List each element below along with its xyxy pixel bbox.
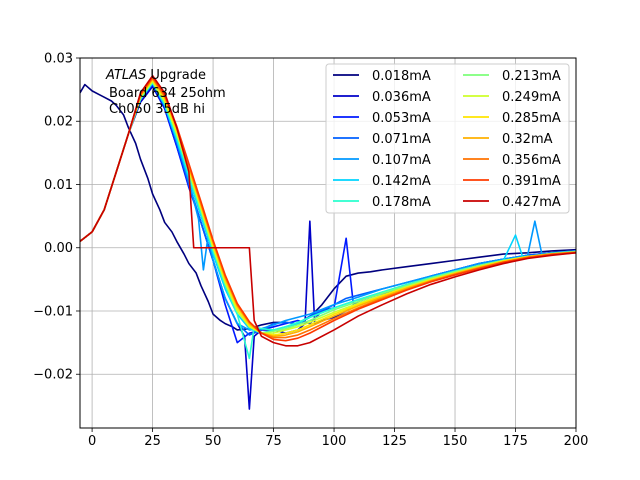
x-tick-label: 75 — [265, 434, 282, 449]
y-tick-label: −0.01 — [33, 304, 73, 319]
legend-label: 0.036mA — [372, 90, 431, 105]
legend-label: 0.018mA — [372, 69, 431, 84]
legend-label: 0.107mA — [372, 153, 431, 168]
x-tick-label: 200 — [564, 434, 589, 449]
axes-frame — [79, 57, 577, 429]
legend-box — [325, 63, 570, 214]
y-tick-label: 0.00 — [44, 241, 73, 256]
series-line-0-018mA — [80, 83, 576, 331]
x-tick-label: 0 — [88, 434, 96, 449]
annotation-atlas: ATLAS — [105, 68, 146, 83]
legend-label: 0.053mA — [372, 111, 431, 126]
legend-label: 0.071mA — [372, 132, 431, 147]
legend-label: 0.213mA — [502, 69, 561, 84]
x-tick-label: 25 — [144, 434, 161, 449]
x-tick-label: 125 — [382, 434, 407, 449]
y-tick-label: 0.01 — [44, 178, 73, 193]
ticks: 0 25 50 75 100 125 150 175 200 −0.02 −0.01 0.00 0.01… — [33, 52, 588, 450]
legend-label: 0.427mA — [502, 195, 561, 210]
series-line-0-427mA — [80, 74, 576, 347]
legend-label: 0.32mA — [502, 132, 553, 147]
y-tick-label: 0.03 — [44, 52, 73, 67]
legend-label: 0.142mA — [372, 174, 431, 189]
legend-label: 0.391mA — [502, 174, 561, 189]
legend-label: 0.285mA — [502, 111, 561, 126]
series-group — [80, 74, 576, 410]
annotation-line-3: Ch050 35dB hi — [109, 102, 205, 117]
y-tick-label: 0.02 — [44, 115, 73, 130]
annotation-upgrade: Upgrade — [146, 68, 206, 83]
legend-label: 0.356mA — [502, 153, 561, 168]
annotation-line-2: Board 634 25ohm — [109, 86, 226, 101]
legend-label: 0.249mA — [502, 90, 561, 105]
legend-label: 0.178mA — [372, 195, 431, 210]
x-tick-label: 50 — [205, 434, 222, 449]
legend: 0.018mA 0.036mA 0.053mA 0.071mA 0.107mA 0.142… — [325, 63, 570, 214]
x-tick-label: 175 — [503, 434, 528, 449]
annotation-line-1: ATLAS Upgrade — [105, 68, 206, 83]
x-tick-label: 100 — [322, 434, 347, 449]
y-tick-label: −0.02 — [33, 368, 73, 383]
annotation: ATLAS Upgrade Board 634 25ohm Ch050 35dB… — [105, 68, 226, 117]
x-tick-label: 150 — [443, 434, 468, 449]
